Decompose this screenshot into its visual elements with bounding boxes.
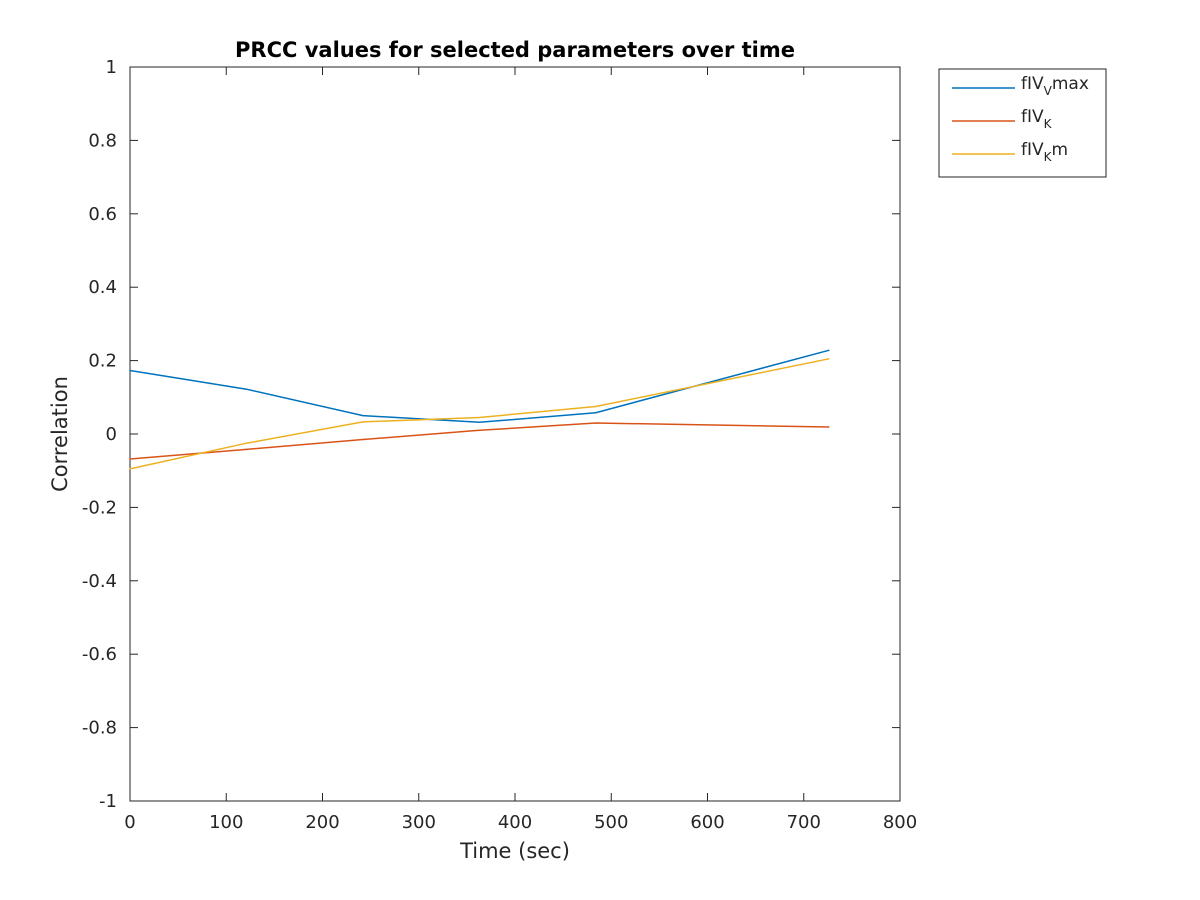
data-point-fIVVmax	[129, 369, 131, 372]
data-point-fIVK	[245, 448, 248, 451]
data-point-fIVK	[129, 458, 131, 460]
y-tick-label: -1	[99, 791, 117, 812]
chart-title: PRCC values for selected parameters over…	[235, 38, 795, 62]
data-point-fIVK	[595, 422, 597, 424]
series-line-fIVKm	[129, 358, 829, 470]
y-tick-label: -0.6	[82, 644, 117, 665]
x-tick-label: 400	[498, 812, 532, 833]
y-tick-label: 0.6	[88, 204, 117, 225]
data-point-fIVK	[827, 426, 830, 428]
y-tick-label: -0.8	[82, 718, 117, 739]
data-point-fIVVmax	[827, 349, 830, 352]
axes-box	[129, 66, 901, 802]
x-tick-label: 700	[787, 812, 821, 833]
x-tick-label: 300	[402, 812, 436, 833]
legend: fIVVmax fIVK fIVKm	[938, 68, 1107, 178]
y-axis-label: Correlation	[48, 376, 72, 492]
y-tick-label: 0.8	[88, 130, 117, 151]
legend-entry-fIVVmax: fIVVmax	[1021, 74, 1089, 98]
x-tick-label: 200	[305, 812, 339, 833]
y-tick-label: 0.2	[88, 351, 117, 372]
plot-area	[129, 66, 901, 802]
series-line-fIVK	[129, 422, 829, 460]
data-point-fIVKm	[245, 442, 248, 444]
x-tick-label: 600	[690, 812, 724, 833]
y-tick-label: -0.4	[82, 571, 117, 592]
data-point-fIVK	[362, 438, 364, 441]
data-point-fIVKm	[478, 416, 481, 419]
data-point-fIVVmax	[595, 411, 597, 414]
data-point-fIVKm	[595, 405, 597, 408]
data-point-fIVKm	[827, 357, 830, 360]
series-layer	[129, 349, 830, 470]
data-point-fIVKm	[129, 468, 131, 470]
data-point-fIVVmax	[478, 421, 481, 424]
ticks-layer: 0 100 200 300 400 500 600 700 800 -1 -0.8 -0.6 -0.4 -…	[82, 57, 917, 833]
y-tick-label: -0.2	[82, 497, 117, 518]
legend-entry-fIVKm: fIVKm	[1021, 140, 1068, 164]
legend-box	[938, 68, 1107, 178]
x-axis-label: Time (sec)	[459, 839, 570, 863]
data-point-fIVVmax	[362, 414, 364, 417]
y-tick-label: 0	[106, 424, 117, 445]
data-point-fIVKm	[362, 421, 364, 423]
y-tick-label: 0.4	[88, 277, 117, 298]
x-tick-label: 0	[124, 812, 135, 833]
y-tick-label: 1	[106, 57, 117, 78]
data-point-fIVVmax	[245, 388, 248, 391]
x-tick-label: 500	[594, 812, 628, 833]
data-point-fIVK	[478, 429, 481, 432]
legend-entry-fIVK: fIVK	[1021, 107, 1053, 131]
x-tick-label: 100	[209, 812, 243, 833]
x-tick-label: 800	[883, 812, 917, 833]
